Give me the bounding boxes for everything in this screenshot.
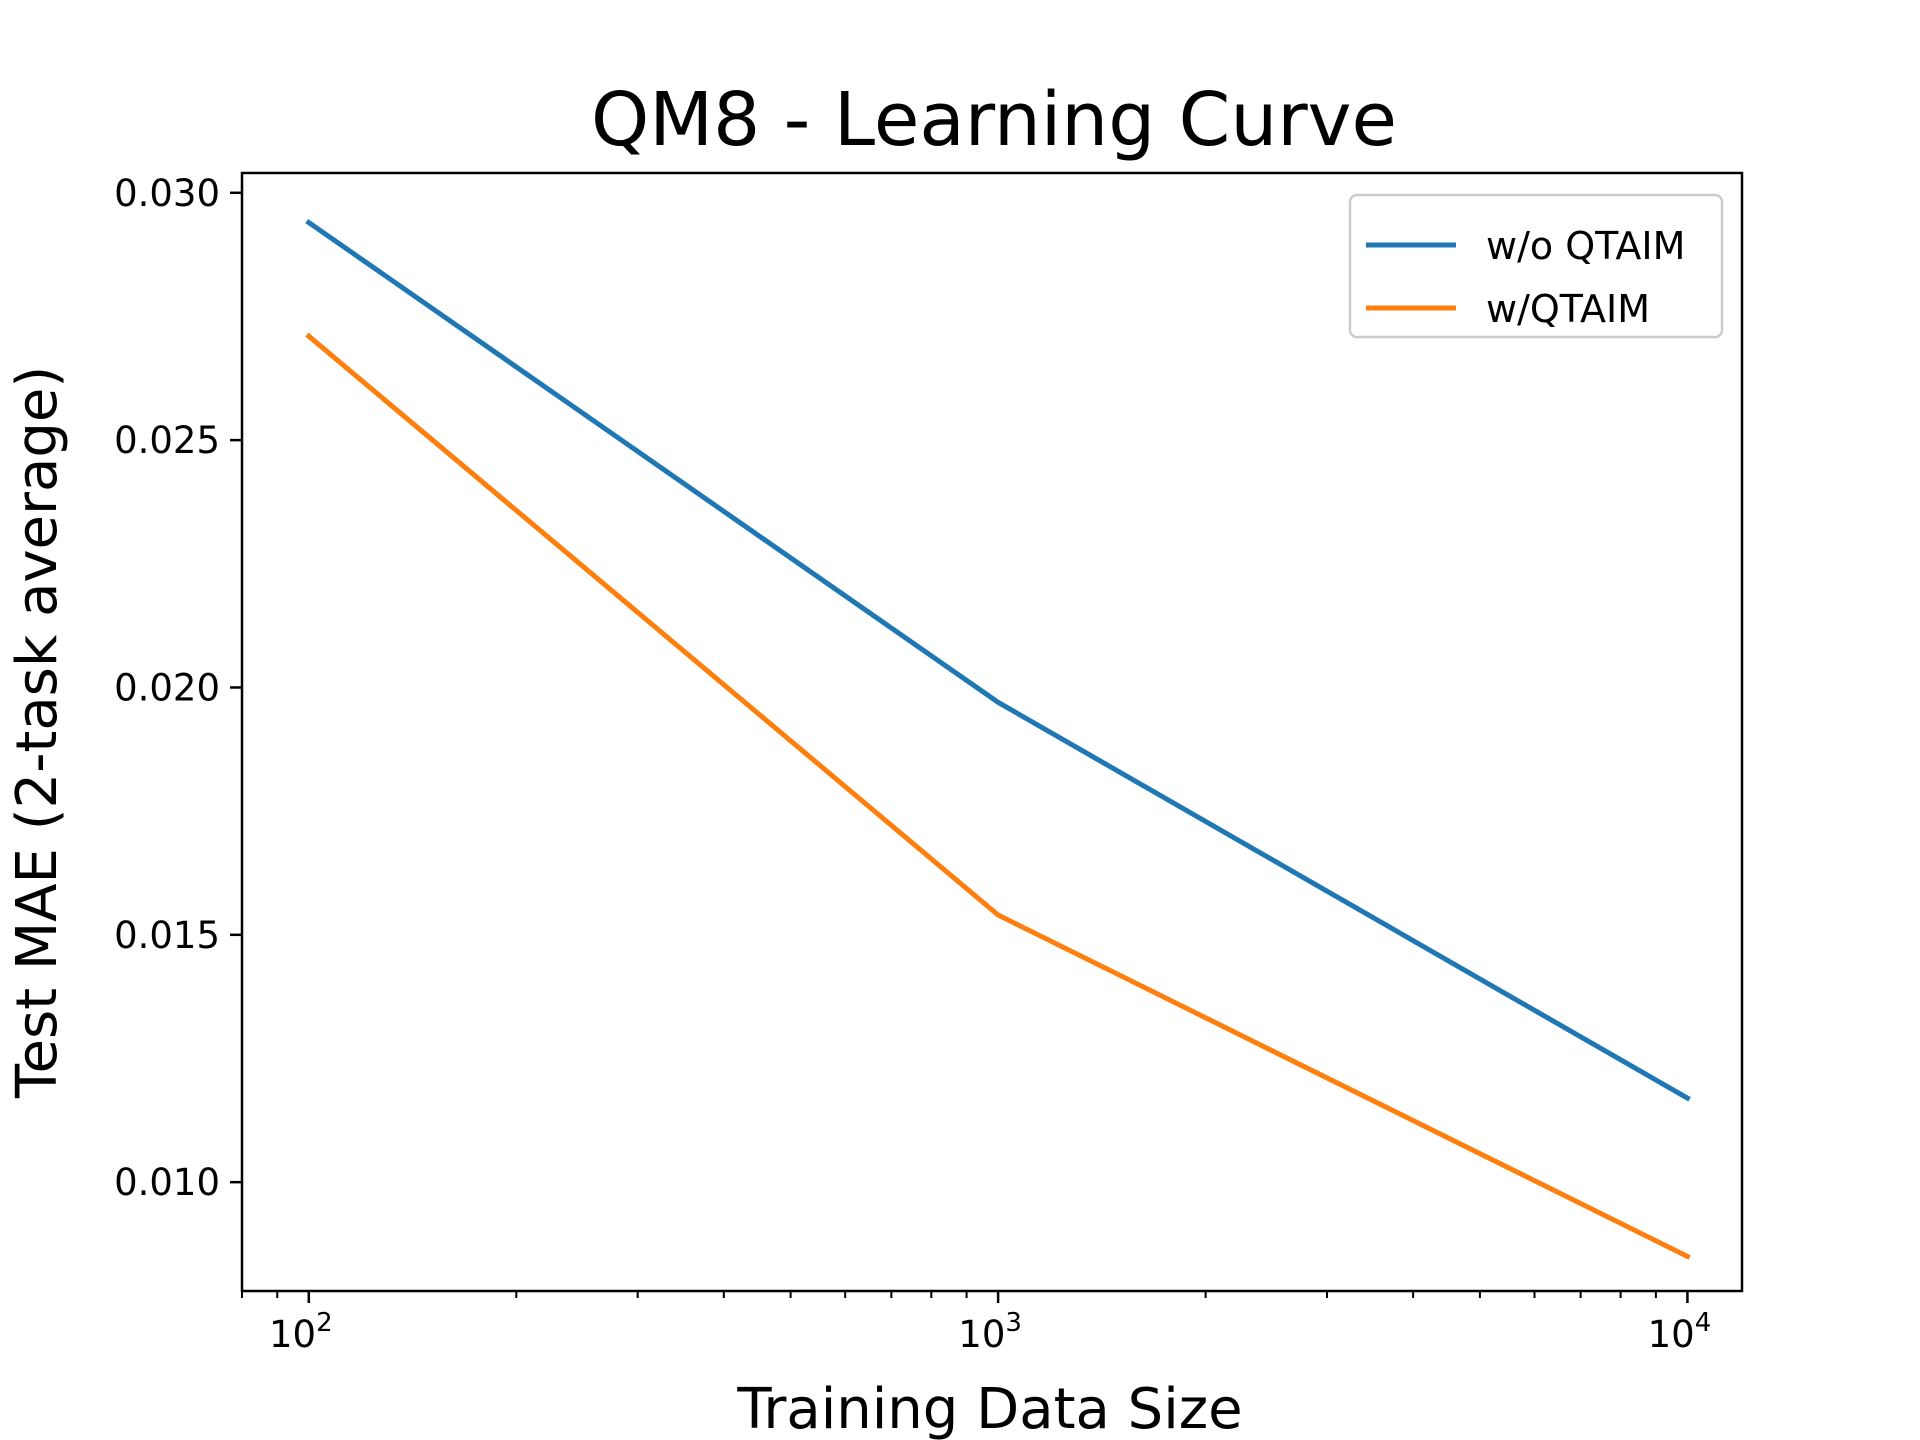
x-tick-label: 102 [269, 1308, 333, 1356]
axes-ticks: 0.010 0.015 0.020 0.025 0.030 102 103 104 [114, 172, 1711, 1356]
plot-area [305, 219, 1691, 1260]
series-line-1 [305, 219, 1691, 1102]
series-line-2 [305, 332, 1691, 1260]
x-axis-label: Training Data Size [736, 1377, 1242, 1440]
legend-label-1: w/o QTAIM [1486, 224, 1685, 268]
y-tick-label: 0.030 [114, 172, 220, 215]
chart-title: QM8 - Learning Curve [591, 77, 1397, 163]
y-tick-label: 0.025 [114, 419, 220, 462]
x-tick-label: 103 [958, 1308, 1022, 1356]
y-tick-label: 0.015 [114, 914, 220, 957]
y-tick-label: 0.020 [114, 666, 220, 709]
y-axis-label: Test MAE (2-task average) [5, 366, 70, 1099]
legend-label-2: w/QTAIM [1486, 287, 1650, 331]
y-tick-label: 0.010 [114, 1161, 220, 1204]
plot-frame [240, 171, 1744, 1293]
legend: w/o QTAIM w/QTAIM [1348, 193, 1724, 339]
x-tick-label: 104 [1648, 1308, 1712, 1356]
legend-box [1348, 193, 1724, 339]
